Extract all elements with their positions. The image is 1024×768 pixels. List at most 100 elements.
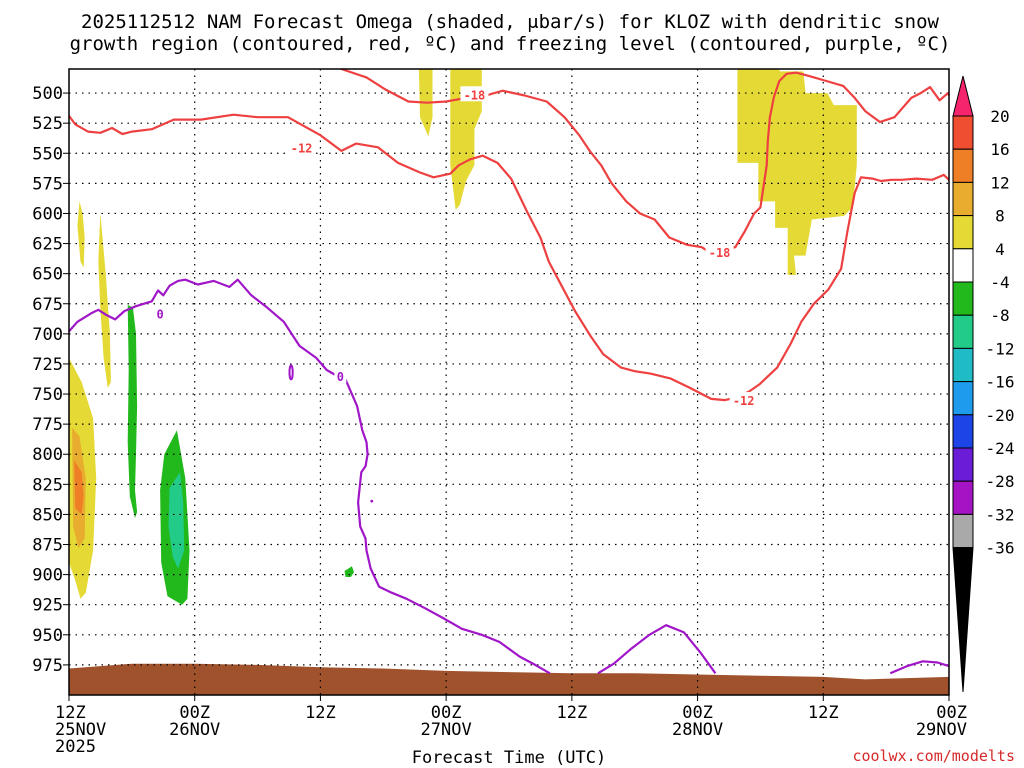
x-tick-label: 27NOV — [421, 720, 472, 740]
colorbar-swatch — [952, 215, 974, 250]
credit-text: coolwx.com/modelts — [852, 747, 1015, 765]
y-tick-label: 550 — [32, 144, 63, 164]
x-tick-label: 25NOV — [55, 720, 106, 740]
y-tick-label: 775 — [32, 415, 63, 435]
x-tick-label: 26NOV — [169, 720, 220, 740]
y-tick-label: 900 — [32, 566, 63, 586]
y-tick-label: 750 — [32, 385, 63, 405]
colorbar-swatch — [952, 480, 974, 515]
colorbar-swatch — [952, 381, 974, 416]
chart-title: 2025112512 NAM Forecast Omega (shaded, μ… — [70, 11, 951, 55]
colorbar-label: -36 — [986, 539, 1015, 558]
y-tick-label: 975 — [32, 656, 63, 676]
colorbar-top-arrow — [952, 75, 974, 117]
y-tick-label: 825 — [32, 475, 63, 495]
contour-labels: -18 -12 -18 -12 0 0 — [154, 86, 758, 408]
x-tick-label: 12Z — [305, 703, 336, 723]
plot-frame — [68, 68, 950, 696]
colorbar-label: -20 — [986, 406, 1015, 425]
omega-region — [737, 69, 857, 275]
contour-blip — [288, 364, 294, 381]
contour-label-bg — [154, 305, 167, 321]
x-tick-label: 00Z — [682, 703, 713, 723]
colorbar-swatch — [952, 281, 974, 316]
y-tick-label: 800 — [32, 445, 63, 465]
colorbar-label: -28 — [986, 472, 1015, 491]
contour-label-bg — [460, 86, 489, 102]
chart-title-line: 2025112512 NAM Forecast Omega (shaded, μ… — [81, 11, 939, 33]
omega-shading — [69, 69, 857, 605]
contour-label: -18 — [709, 246, 731, 260]
colorbar-swatch — [952, 115, 974, 150]
y-tick-label: 950 — [32, 626, 63, 646]
contour-line — [68, 278, 551, 675]
colorbar-label: -4 — [990, 273, 1009, 292]
y-tick-label: 875 — [32, 536, 63, 556]
colorbar-bottom-arrow — [952, 547, 974, 693]
x-tick-label: 28NOV — [672, 720, 723, 740]
y-tick-label: 850 — [32, 505, 63, 525]
x-tick-label: 12Z — [556, 703, 587, 723]
chart-title-line: growth region (contoured, red, ºC) and f… — [70, 33, 951, 55]
x-tick-label: 00Z — [179, 703, 210, 723]
omega-region — [74, 460, 84, 515]
contour-label: -12 — [733, 394, 755, 408]
contour-label: 0 — [157, 307, 164, 321]
contour-label: -12 — [291, 141, 313, 155]
colorbar-label: -24 — [986, 439, 1015, 458]
colorbar-swatch — [952, 414, 974, 449]
contour-label-bg — [705, 243, 734, 259]
terrain-fill — [69, 663, 949, 695]
colorbar-swatch — [952, 347, 974, 383]
y-tick-label: 700 — [32, 325, 63, 345]
y-tick-label: 525 — [32, 114, 63, 134]
x-tick-label: 00Z — [431, 703, 462, 723]
omega-region — [450, 69, 482, 210]
colorbar-label: -12 — [986, 339, 1015, 358]
colorbar-label: -32 — [986, 505, 1015, 524]
colorbar-swatch — [952, 513, 974, 549]
x-axis-title: Forecast Time (UTC) — [412, 748, 606, 768]
x-tick-label: 12Z — [55, 703, 86, 723]
x-tick-label: 12Z — [808, 703, 839, 723]
y-tick-label: 600 — [32, 204, 63, 224]
contour-label: -18 — [464, 88, 486, 102]
omega-region — [77, 201, 85, 268]
colorbar: 20 16 12 8 4 -4 -8 -12 -16 -20 -24 -28 -32 -36 — [952, 75, 1015, 693]
y-tick-label: 925 — [32, 596, 63, 616]
contour-label-bg — [334, 367, 347, 383]
y-tick-label: 675 — [32, 295, 63, 315]
contour-line — [889, 660, 950, 675]
colorbar-label: 4 — [995, 240, 1005, 259]
y-tick-label: 650 — [32, 265, 63, 285]
y-axis: 500 525 550 575 600 625 650 675 700 725 750 775 800 8… — [32, 84, 69, 676]
x-tick-label: 29NOV — [916, 720, 967, 740]
omega-region — [127, 305, 138, 518]
colorbar-label: 20 — [990, 107, 1009, 126]
contour-blip — [370, 499, 374, 503]
colorbar-swatch — [952, 148, 974, 183]
contour-label-bg — [287, 139, 316, 155]
colorbar-swatch — [952, 248, 974, 283]
colorbar-label: -8 — [990, 306, 1009, 325]
colorbar-swatch — [952, 447, 974, 482]
contour-label: 0 — [337, 370, 344, 384]
terrain-polygon — [69, 663, 949, 695]
omega-region — [98, 213, 111, 388]
y-tick-label: 575 — [32, 174, 63, 194]
colorbar-swatch — [952, 314, 974, 349]
contour-line — [68, 113, 950, 402]
x-tick-label: 00Z — [936, 703, 967, 723]
y-tick-label: 500 — [32, 84, 63, 104]
y-tick-label: 625 — [32, 235, 63, 255]
contour-line — [597, 624, 717, 675]
omega-region — [344, 566, 354, 577]
colorbar-label: -16 — [986, 373, 1015, 392]
y-tick-label: 725 — [32, 355, 63, 375]
colorbar-label: 16 — [990, 140, 1009, 159]
contour-label-bg — [729, 392, 758, 408]
colorbar-label: 12 — [990, 173, 1009, 192]
x-tick-label: 2025 — [55, 737, 96, 757]
